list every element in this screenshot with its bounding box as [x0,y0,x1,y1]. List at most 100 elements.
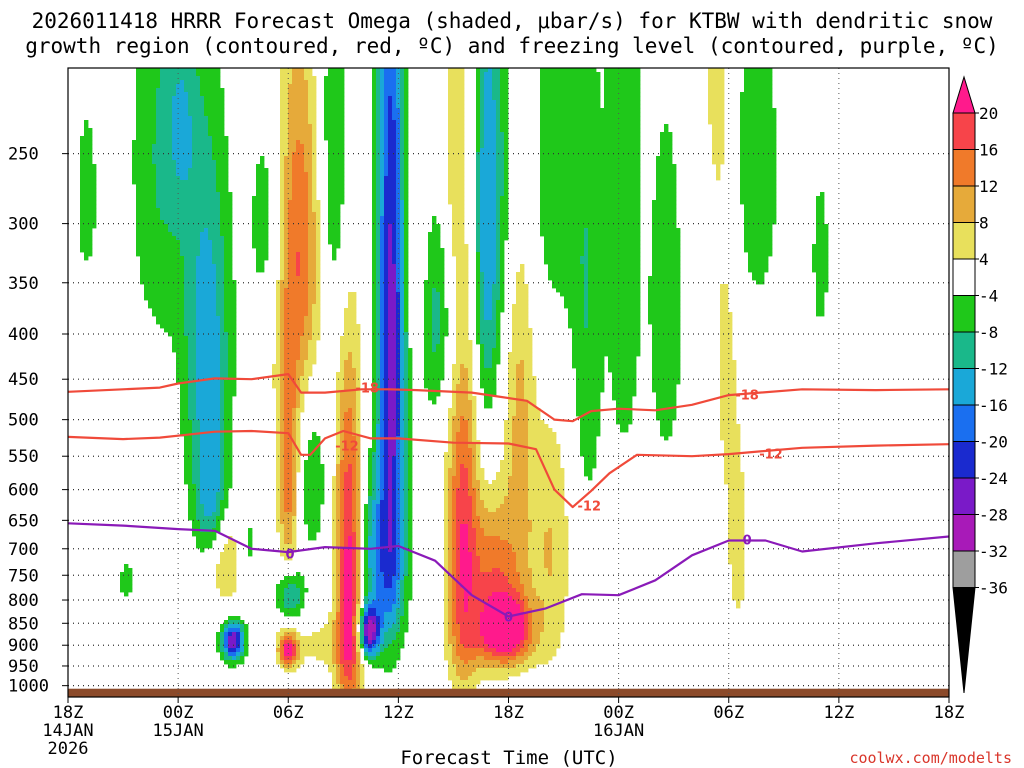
omega-cell [212,172,217,177]
omega-cell [292,268,297,273]
omega-cell [352,312,357,317]
omega-cell [308,504,313,509]
omega-cell [296,248,301,253]
omega-cell [200,524,205,529]
omega-cell [184,304,189,309]
omega-cell [212,440,217,445]
omega-cell [372,136,377,141]
omega-cell [260,208,265,213]
omega-cell [220,440,225,445]
omega-cell [148,124,153,129]
omega-cell [280,664,285,669]
omega-cell [284,400,289,405]
omega-cell [136,188,141,193]
omega-cell [168,212,173,217]
omega-cell [332,480,337,485]
omega-cell [316,232,321,237]
omega-cell [372,276,377,281]
omega-cell [308,468,313,473]
omega-cell [256,220,261,225]
omega-cell [300,352,305,357]
omega-cell [232,580,237,585]
omega-cell [228,592,233,597]
omega-cell [152,132,157,137]
omega-cell [320,484,325,489]
omega-cell [376,392,381,397]
omega-cell [364,520,369,525]
omega-cell [216,80,221,85]
omega-cell [284,584,289,589]
omega-cell [376,84,381,89]
omega-cell [144,284,149,289]
omega-cell [124,584,129,589]
omega-cell [356,620,361,625]
omega-cell [276,356,281,361]
omega-cell [304,496,309,501]
omega-cell [188,280,193,285]
omega-cell [300,364,305,369]
omega-cell [288,612,293,617]
omega-cell [364,516,369,521]
omega-cell [344,568,349,573]
omega-cell [312,264,317,269]
omega-cell [340,344,345,349]
omega-cell [340,364,345,369]
omega-cell [124,588,129,593]
omega-cell [144,72,149,77]
omega-cell [128,580,133,585]
omega-cell [212,128,217,133]
omega-cell [276,436,281,441]
omega-cell [348,320,353,325]
omega-cell [216,568,221,573]
omega-cell [288,508,293,513]
omega-cell [196,404,201,409]
omega-cell [356,464,361,469]
omega-cell [308,536,313,541]
omega-cell [304,472,309,477]
omega-cell [300,660,305,665]
omega-cell [292,76,297,81]
omega-cell [176,288,181,293]
omega-cell [212,400,217,405]
omega-cell [332,124,337,129]
omega-cell [216,212,221,217]
omega-cell [336,620,341,625]
omega-cell [224,380,229,385]
omega-cell [296,648,301,653]
omega-cell [220,640,225,645]
omega-cell [200,444,205,449]
omega-cell [260,248,265,253]
omega-cell [336,192,341,197]
omega-cell [156,112,161,117]
omega-cell [336,384,341,389]
omega-cell [332,516,337,521]
omega-cell [164,176,169,181]
omega-cell [172,228,177,233]
omega-cell [352,604,357,609]
omega-cell [332,636,337,641]
omega-cell [336,468,341,473]
omega-cell [284,408,289,413]
omega-cell [300,232,305,237]
omega-cell [204,112,209,117]
omega-cell [136,156,141,161]
omega-cell [300,392,305,397]
omega-cell [376,160,381,165]
omega-cell [184,152,189,157]
omega-cell [288,500,293,505]
omega-cell [204,224,209,229]
omega-cell [292,656,297,661]
omega-cell [376,144,381,149]
omega-cell [376,100,381,105]
omega-cell [188,184,193,189]
omega-cell [328,120,333,125]
omega-cell [352,336,357,341]
omega-cell [208,300,213,305]
omega-cell [348,428,353,433]
omega-cell [232,348,237,353]
omega-cell [212,344,217,349]
omega-cell [172,204,177,209]
omega-cell [220,428,225,433]
omega-cell [344,344,349,349]
omega-cell [288,576,293,581]
